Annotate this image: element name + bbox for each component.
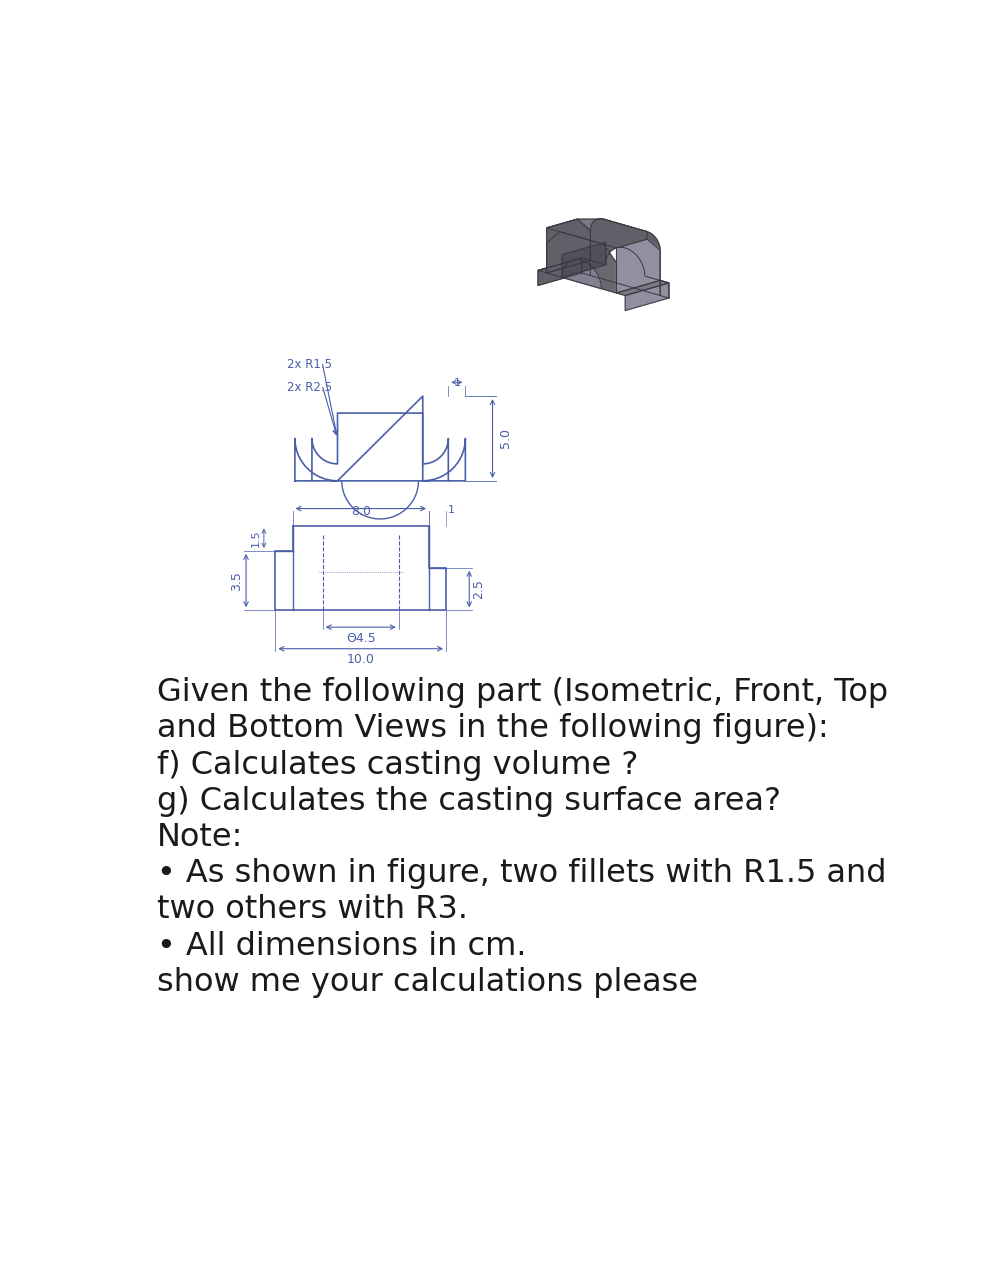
Polygon shape (589, 219, 659, 280)
Polygon shape (562, 260, 600, 288)
Text: 3.5: 3.5 (230, 571, 243, 590)
Polygon shape (624, 283, 668, 311)
Text: • All dimensions in cm.: • All dimensions in cm. (157, 931, 526, 961)
Polygon shape (562, 242, 605, 278)
Polygon shape (616, 280, 668, 296)
Polygon shape (538, 259, 589, 273)
Text: Θ4.5: Θ4.5 (346, 632, 376, 645)
Polygon shape (659, 280, 668, 298)
Text: Given the following part (Isometric, Front, Top: Given the following part (Isometric, Fro… (157, 677, 888, 708)
Text: and Bottom Views in the following figure):: and Bottom Views in the following figure… (157, 713, 828, 745)
Text: f) Calculates casting volume ?: f) Calculates casting volume ? (157, 750, 638, 781)
Polygon shape (589, 260, 659, 296)
Polygon shape (546, 219, 646, 248)
Text: 2.5: 2.5 (472, 579, 485, 599)
Text: 10.0: 10.0 (347, 653, 375, 667)
Text: 2x R1.5: 2x R1.5 (287, 357, 332, 371)
Polygon shape (538, 259, 581, 285)
Text: g) Calculates the casting surface area?: g) Calculates the casting surface area? (157, 786, 780, 817)
Polygon shape (581, 259, 589, 275)
Polygon shape (546, 219, 589, 273)
Text: 5.0: 5.0 (498, 429, 511, 448)
Polygon shape (616, 239, 659, 293)
Text: 1: 1 (453, 379, 460, 388)
Text: 1: 1 (448, 506, 455, 516)
Text: • As shown in figure, two fillets with R1.5 and: • As shown in figure, two fillets with R… (157, 858, 886, 890)
Text: show me your calculations please: show me your calculations please (157, 966, 698, 997)
Text: Note:: Note: (157, 822, 244, 852)
Polygon shape (546, 232, 616, 293)
Text: two others with R3.: two others with R3. (157, 895, 467, 925)
Text: 2x R2.5: 2x R2.5 (287, 380, 332, 394)
Text: 8.0: 8.0 (351, 504, 371, 517)
Text: 1.5: 1.5 (250, 530, 260, 547)
